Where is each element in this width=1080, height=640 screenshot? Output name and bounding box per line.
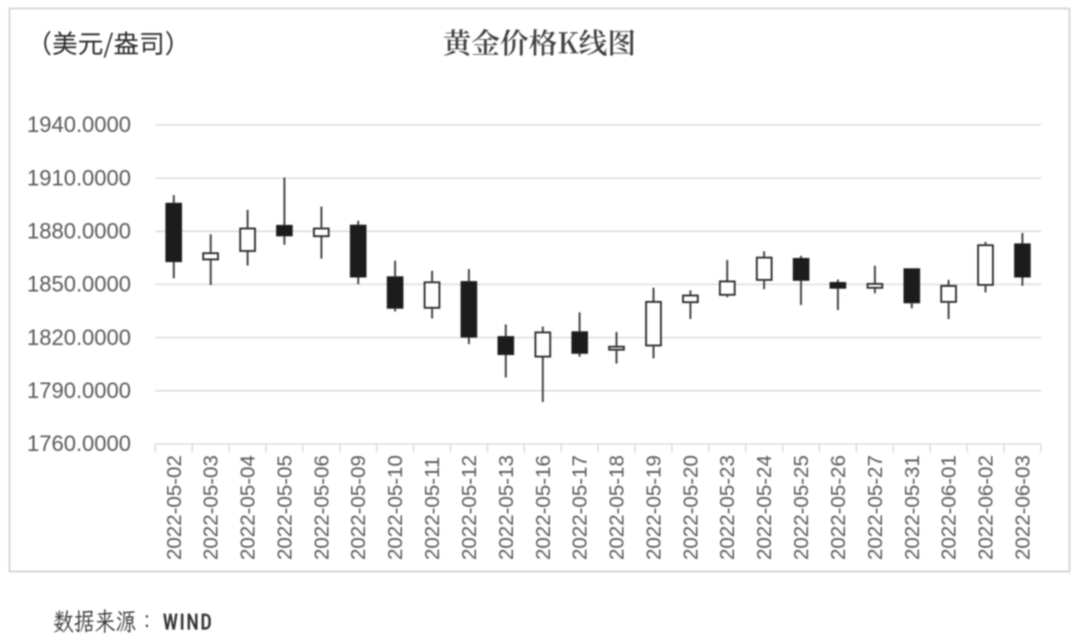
svg-text:2022-05-16: 2022-05-16 (532, 455, 555, 560)
svg-text:2022-06-01: 2022-06-01 (938, 455, 961, 560)
svg-text:2022-06-02: 2022-06-02 (975, 455, 998, 560)
svg-text:1790.0000: 1790.0000 (27, 378, 131, 403)
svg-text:2022-05-13: 2022-05-13 (495, 455, 518, 560)
svg-text:2022-05-11: 2022-05-11 (421, 457, 444, 560)
svg-text:2022-05-04: 2022-05-04 (237, 455, 260, 560)
svg-text:2022-05-03: 2022-05-03 (200, 455, 223, 560)
svg-text:2022-05-05: 2022-05-05 (273, 455, 296, 560)
svg-text:1910.0000: 1910.0000 (27, 165, 131, 190)
svg-text:2022-05-26: 2022-05-26 (827, 455, 850, 560)
svg-text:2022-06-03: 2022-06-03 (1011, 455, 1034, 560)
svg-text:1880.0000: 1880.0000 (27, 219, 131, 244)
svg-text:2022-05-27: 2022-05-27 (864, 455, 887, 560)
svg-text:1940.0000: 1940.0000 (27, 112, 131, 137)
svg-text:2022-05-20: 2022-05-20 (679, 455, 702, 560)
svg-text:1820.0000: 1820.0000 (27, 325, 131, 350)
svg-text:2022-05-10: 2022-05-10 (384, 455, 407, 560)
svg-text:2022-05-12: 2022-05-12 (458, 455, 481, 560)
svg-text:1760.0000: 1760.0000 (27, 431, 131, 456)
svg-text:2022-05-23: 2022-05-23 (716, 455, 739, 560)
svg-text:2022-05-31: 2022-05-31 (901, 455, 924, 560)
svg-text:2022-05-06: 2022-05-06 (310, 455, 333, 560)
svg-text:2022-05-19: 2022-05-19 (643, 455, 666, 560)
svg-text:2022-05-18: 2022-05-18 (606, 455, 629, 560)
svg-text:2022-05-09: 2022-05-09 (347, 455, 370, 560)
svg-text:2022-05-02: 2022-05-02 (163, 455, 186, 560)
svg-text:2022-05-25: 2022-05-25 (790, 455, 813, 560)
svg-text:2022-05-24: 2022-05-24 (753, 455, 776, 560)
svg-text:1850.0000: 1850.0000 (27, 272, 131, 297)
svg-text:2022-05-17: 2022-05-17 (569, 455, 592, 560)
